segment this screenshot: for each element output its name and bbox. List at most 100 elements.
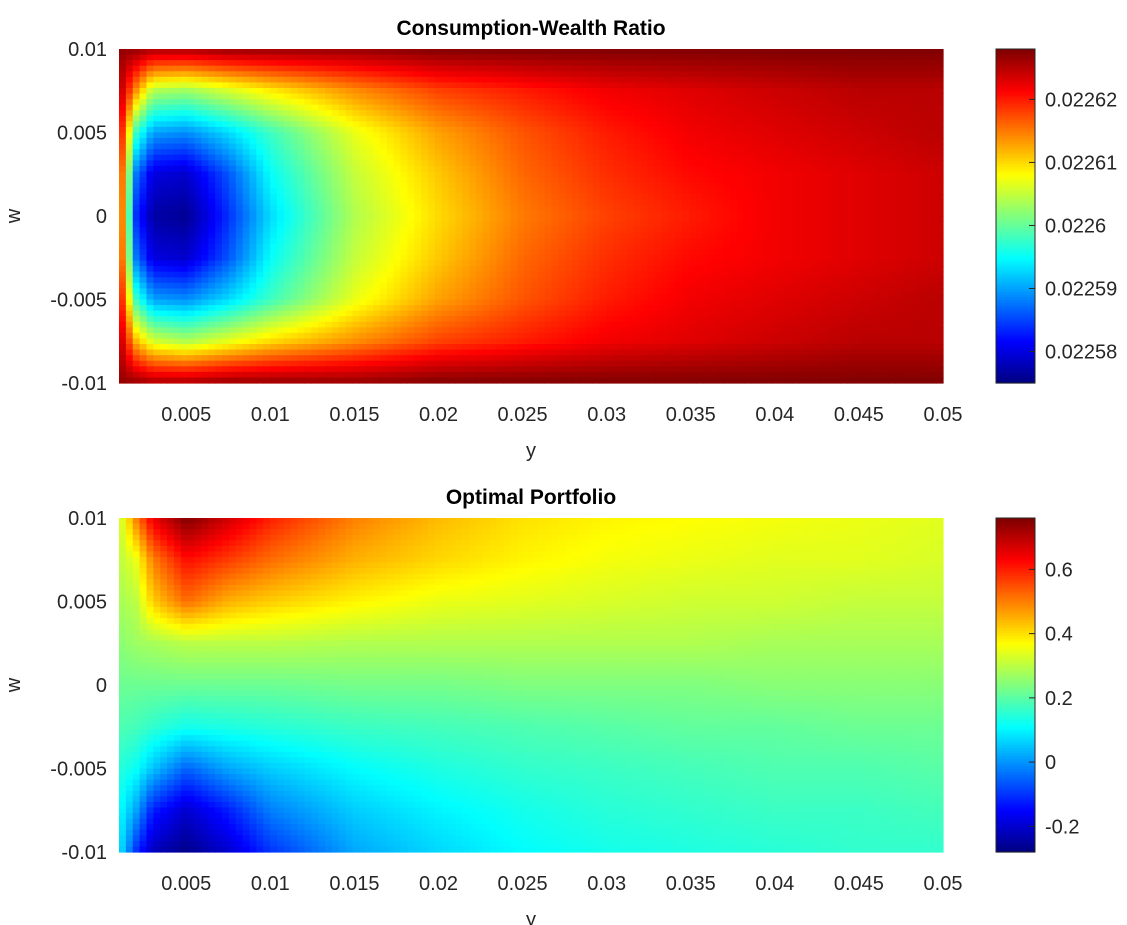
heatmap-cell [331, 143, 340, 150]
heatmap-cell [881, 271, 889, 278]
heatmap-cell [908, 221, 917, 228]
heatmap-cell [222, 99, 230, 106]
heatmap-cell [723, 210, 731, 217]
heatmap-cell [531, 60, 539, 67]
heatmap-cell [812, 121, 820, 128]
heatmap-cell [695, 260, 704, 267]
heatmap-cell [867, 71, 875, 78]
heatmap-cell [688, 149, 697, 156]
heatmap-cell [476, 160, 484, 167]
heatmap-cell [798, 60, 807, 67]
heatmap-cell [901, 266, 910, 273]
heatmap-cell [448, 177, 457, 184]
heatmap-cell [400, 132, 408, 139]
heatmap-cell [613, 115, 621, 122]
heatmap-cell [647, 115, 656, 122]
heatmap-cell [737, 126, 745, 134]
heatmap-cell [874, 266, 882, 273]
heatmap-cell [894, 65, 903, 72]
heatmap-cell [242, 266, 251, 273]
heatmap-cell [737, 260, 745, 267]
heatmap-cell [922, 254, 930, 262]
heatmap-cell [675, 254, 683, 262]
heatmap-cell [434, 227, 443, 234]
heatmap-cell [187, 60, 196, 67]
heatmap-cell [833, 238, 841, 245]
heatmap-cell [448, 65, 457, 72]
heatmap-cell [695, 177, 704, 184]
heatmap-cell [881, 193, 889, 200]
heatmap-cell [853, 249, 862, 256]
heatmap-cell [132, 216, 141, 223]
heatmap-cell [894, 60, 903, 67]
heatmap-cell [558, 154, 566, 161]
heatmap-cell [242, 104, 251, 111]
heatmap-cell [695, 266, 704, 273]
heatmap-cell [833, 87, 841, 95]
heatmap-cell [860, 104, 869, 111]
heatmap-cell [276, 216, 285, 223]
heatmap-cell [881, 110, 889, 117]
heatmap-cell [840, 260, 848, 267]
heatmap-cell [750, 204, 759, 212]
heatmap-cell [125, 87, 134, 95]
heatmap-cell [414, 154, 422, 161]
heatmap-cell [517, 82, 525, 89]
heatmap-cell [510, 143, 518, 150]
heatmap-cell [318, 49, 326, 56]
heatmap-cell [592, 93, 601, 100]
heatmap-cell [791, 249, 800, 256]
heatmap-cell [469, 71, 477, 78]
heatmap-cell [716, 177, 724, 184]
heatmap-cell [812, 82, 820, 89]
heatmap-cell [476, 149, 484, 156]
heatmap-cell [256, 82, 264, 89]
heatmap-cell [180, 266, 189, 273]
heatmap-cell [524, 154, 532, 161]
heatmap-cell [222, 216, 230, 223]
heatmap-cell [386, 99, 395, 106]
heatmap-cell [723, 266, 731, 273]
heatmap-cell [709, 260, 717, 267]
heatmap-cell [496, 87, 505, 95]
heatmap-cell [235, 126, 244, 134]
heatmap-cell [901, 115, 910, 122]
heatmap-cell [791, 188, 800, 195]
heatmap-cell [819, 126, 827, 134]
heatmap-cell [936, 160, 944, 167]
heatmap-cell [407, 165, 415, 173]
heatmap-cell [242, 121, 251, 128]
heatmap-cell [173, 49, 182, 56]
heatmap-cell [139, 115, 148, 122]
heatmap-cell [517, 138, 525, 145]
heatmap-cell [331, 193, 340, 200]
heatmap-cell [414, 243, 422, 250]
heatmap-cell [565, 193, 573, 200]
heatmap-cell [462, 216, 470, 223]
heatmap-cell [510, 154, 518, 161]
heatmap-cell [345, 249, 354, 256]
heatmap-cell [167, 199, 175, 206]
heatmap-cell [798, 132, 807, 139]
heatmap-cell [668, 221, 676, 228]
heatmap-cell [476, 99, 484, 106]
heatmap-cell [173, 54, 182, 61]
heatmap-cell [881, 216, 889, 223]
heatmap-cell [448, 126, 457, 134]
heatmap-cell [723, 249, 731, 256]
heatmap-cell [716, 182, 724, 189]
heatmap-cell [627, 243, 635, 250]
heatmap-cell [778, 260, 786, 267]
heatmap-cell [256, 49, 264, 56]
heatmap-cell [743, 110, 752, 117]
heatmap-cell [743, 204, 752, 212]
heatmap-cell [730, 149, 738, 156]
heatmap-cell [414, 60, 422, 67]
heatmap-cell [695, 221, 704, 228]
heatmap-cell [249, 204, 257, 212]
heatmap-cell [228, 199, 237, 206]
heatmap-cell [606, 110, 614, 117]
heatmap-cell [723, 271, 731, 278]
heatmap-cell [757, 254, 766, 262]
heatmap-cell [778, 227, 786, 234]
